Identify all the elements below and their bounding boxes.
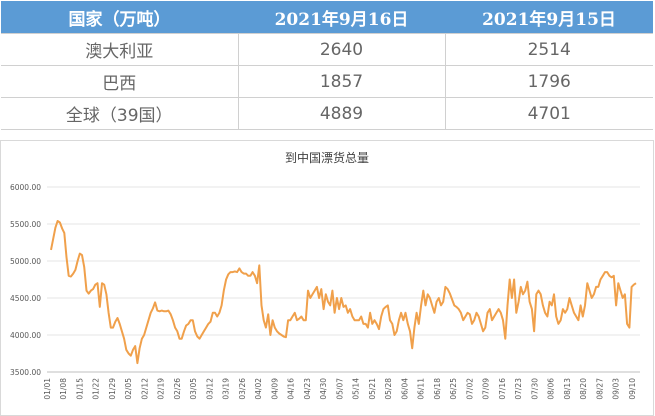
gridlines: [47, 186, 640, 373]
x-tick-label: 08/27: [595, 378, 604, 400]
header-country: 国家（万吨）: [1, 1, 238, 34]
x-tick-label: 07/23: [514, 378, 523, 400]
x-tick-label: 01/29: [108, 378, 117, 400]
x-tick-label: 07/16: [498, 378, 507, 400]
x-tick-label: 01/22: [92, 378, 101, 400]
cell-country: 巴西: [1, 65, 239, 98]
x-tick-label: 09/10: [628, 378, 637, 400]
x-tick-label: 07/02: [465, 378, 474, 400]
x-tick-label: 06/25: [449, 378, 458, 400]
x-tick-label: 08/20: [579, 378, 588, 400]
x-tick-label: 01/01: [43, 378, 52, 400]
table-row: 巴西 1857 1796: [1, 65, 653, 98]
floating-cargo-chart: 到中国漂货总量 3500.00 4000.00 4500.00 5000.00 5500…: [0, 140, 654, 416]
cell-value: 4889: [238, 97, 446, 130]
x-tick-label: 05/14: [352, 378, 361, 400]
x-tick-label: 08/06: [547, 378, 556, 400]
x-tick-label: 02/19: [157, 378, 166, 400]
x-tick-label: 03/05: [189, 378, 198, 400]
x-tick-label: 03/12: [205, 378, 214, 400]
y-axis: 3500.00 4000.00 4500.00 5000.00 5500.00 6000.…: [10, 183, 41, 377]
cell-value: 2514: [445, 33, 653, 66]
x-tick-label: 04/02: [254, 378, 263, 400]
x-tick-label: 03/26: [238, 378, 247, 400]
x-tick-label: 05/28: [384, 378, 393, 400]
header-date-1: 2021年9月16日: [238, 1, 445, 34]
x-tick-label: 09/03: [612, 378, 621, 400]
x-tick-label: 08/13: [563, 378, 572, 400]
cell-value: 1796: [445, 65, 653, 98]
x-tick-label: 02/26: [173, 378, 182, 400]
table-row: 澳大利亚 2640 2514: [1, 33, 653, 66]
x-tick-label: 06/11: [417, 378, 426, 400]
y-tick-label: 4500.00: [10, 294, 41, 303]
cell-value: 4701: [445, 97, 653, 130]
x-tick-label: 05/07: [335, 378, 344, 400]
y-tick-label: 3500.00: [10, 368, 41, 377]
cell-value: 2640: [238, 33, 446, 66]
x-tick-label: 06/18: [433, 378, 442, 400]
x-tick-label: 05/21: [368, 378, 377, 400]
series-line: [50, 220, 637, 365]
y-tick-label: 4000.00: [10, 331, 41, 340]
y-tick-label: 5500.00: [10, 220, 41, 229]
table-header-row: 国家（万吨） 2021年9月16日 2021年9月15日: [1, 1, 653, 34]
table-row: 全球（39国） 4889 4701: [1, 97, 653, 130]
series-group: [50, 220, 637, 365]
x-tick-label: 06/04: [400, 378, 409, 400]
x-tick-label: 02/12: [140, 378, 149, 400]
x-tick-label: 03/19: [222, 378, 231, 400]
y-tick-label: 6000.00: [10, 183, 41, 192]
x-tick-label: 04/30: [319, 378, 328, 400]
x-axis: 01/01 01/08 01/15 01/22 01/29 02/05 02/12 02/19…: [43, 378, 637, 400]
chart-title: 到中国漂货总量: [285, 150, 369, 165]
cell-country: 全球（39国）: [1, 97, 239, 130]
chart-border: [0, 140, 654, 416]
x-tick-label: 07/30: [530, 378, 539, 400]
x-tick-label: 02/05: [124, 378, 133, 400]
x-tick-label: 07/09: [482, 378, 491, 400]
x-tick-label: 04/23: [303, 378, 312, 400]
cell-country: 澳大利亚: [1, 33, 239, 66]
x-tick-label: 01/15: [75, 378, 84, 400]
cell-value: 1857: [238, 65, 446, 98]
volume-table: 国家（万吨） 2021年9月16日 2021年9月15日 澳大利亚 2640 2…: [1, 1, 653, 130]
x-tick-label: 04/09: [270, 378, 279, 400]
x-tick-label: 01/08: [59, 378, 68, 400]
y-tick-label: 5000.00: [10, 257, 41, 266]
header-date-2: 2021年9月15日: [445, 1, 653, 34]
x-tick-label: 04/16: [287, 378, 296, 400]
